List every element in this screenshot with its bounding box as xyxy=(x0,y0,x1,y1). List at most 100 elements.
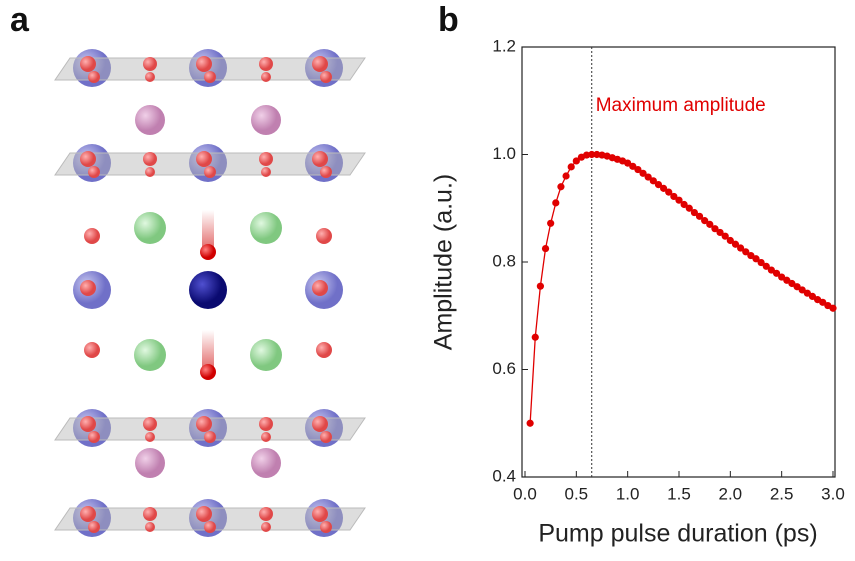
data-point xyxy=(649,177,657,185)
atom xyxy=(312,506,328,522)
atom xyxy=(145,72,155,82)
atom xyxy=(259,152,273,166)
atom xyxy=(84,228,100,244)
data-point xyxy=(793,283,801,291)
data-point xyxy=(721,232,729,240)
data-point xyxy=(803,289,811,297)
atom xyxy=(80,416,96,432)
data-point xyxy=(526,419,534,427)
data-point xyxy=(588,150,596,159)
atom xyxy=(196,151,212,167)
atom xyxy=(134,212,166,244)
atom xyxy=(320,521,332,533)
data-point xyxy=(788,279,796,288)
crystal-structure xyxy=(54,49,366,537)
atom xyxy=(88,71,100,83)
data-point xyxy=(665,188,673,196)
atom xyxy=(84,342,100,358)
data-point xyxy=(624,159,632,167)
atom xyxy=(261,522,271,532)
bond xyxy=(202,210,214,252)
atom xyxy=(80,151,96,167)
x-tick-label: 2.0 xyxy=(719,484,743,503)
atom xyxy=(189,271,227,309)
data-point xyxy=(654,181,663,189)
atom xyxy=(143,152,157,166)
atom xyxy=(312,56,328,72)
atom xyxy=(200,364,216,380)
data-point xyxy=(685,204,693,212)
atom xyxy=(312,280,328,296)
data-point xyxy=(634,165,642,174)
atom xyxy=(88,166,100,178)
atom xyxy=(196,416,212,432)
atom xyxy=(316,228,332,244)
data-point xyxy=(731,240,740,248)
atom xyxy=(261,432,271,442)
data-point xyxy=(629,162,637,170)
atom xyxy=(196,506,212,522)
data-point xyxy=(690,208,699,217)
data-point xyxy=(536,282,545,290)
data-point xyxy=(567,163,575,171)
data-point xyxy=(531,333,539,341)
x-tick-label: 3.0 xyxy=(821,484,845,503)
atom xyxy=(204,521,216,533)
data-point xyxy=(757,258,765,267)
atom xyxy=(200,244,216,260)
x-tick-label: 1.0 xyxy=(616,484,640,503)
atom xyxy=(143,57,157,71)
data-point xyxy=(695,212,704,220)
atom xyxy=(312,416,328,432)
y-tick-label: 0.6 xyxy=(492,359,516,378)
atom xyxy=(80,280,96,296)
y-tick-label: 0.8 xyxy=(492,251,516,270)
atom xyxy=(320,431,332,443)
atom xyxy=(204,166,216,178)
data-point xyxy=(639,169,647,177)
x-tick-label: 0.0 xyxy=(513,484,537,503)
atom xyxy=(196,56,212,72)
atom xyxy=(251,448,281,478)
atom xyxy=(261,167,271,177)
x-tick-label: 2.5 xyxy=(770,484,794,503)
bond xyxy=(202,330,214,372)
y-tick-label: 0.4 xyxy=(492,466,516,485)
data-point xyxy=(680,200,688,209)
atom xyxy=(316,342,332,358)
data-point xyxy=(747,251,755,260)
atom xyxy=(80,506,96,522)
data-point xyxy=(819,298,827,306)
data-point xyxy=(767,266,776,274)
x-tick-label: 0.5 xyxy=(565,484,589,503)
atom xyxy=(134,339,166,371)
data-point xyxy=(772,269,781,277)
y-tick-label: 1.2 xyxy=(492,36,516,55)
data-point xyxy=(829,304,837,312)
atom xyxy=(80,56,96,72)
data-point xyxy=(670,192,678,201)
data-point xyxy=(675,196,683,204)
atom xyxy=(259,507,273,521)
data-point xyxy=(752,255,760,263)
panel-label: b xyxy=(438,1,459,39)
atom xyxy=(259,57,273,71)
atom xyxy=(250,212,282,244)
x-tick-label: 1.5 xyxy=(667,484,691,503)
atom xyxy=(320,166,332,178)
data-point xyxy=(547,219,555,227)
annotation: Maximum amplitude xyxy=(596,95,766,116)
atom xyxy=(261,72,271,82)
data-point xyxy=(541,244,550,253)
atom xyxy=(250,339,282,371)
series-line xyxy=(529,153,834,424)
data-point xyxy=(798,286,806,294)
data-point xyxy=(808,292,817,300)
atom xyxy=(145,167,155,177)
atom xyxy=(135,448,165,478)
data-point xyxy=(778,273,786,281)
data-point xyxy=(706,220,714,228)
atom xyxy=(88,431,100,443)
atom xyxy=(320,71,332,83)
data-point xyxy=(783,276,791,284)
